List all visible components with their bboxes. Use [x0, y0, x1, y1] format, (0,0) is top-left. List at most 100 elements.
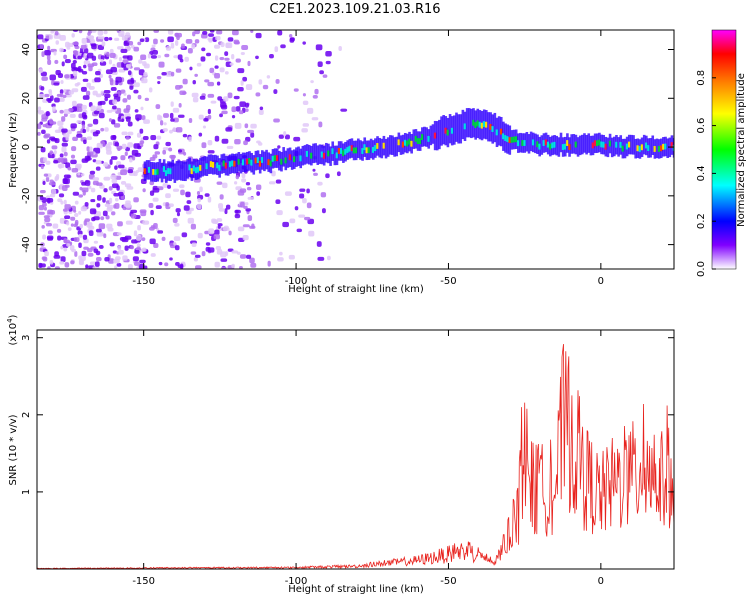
spectrogram-cell [56, 228, 62, 233]
spectrogram-cell [219, 194, 224, 200]
spectrogram-cell [164, 53, 170, 58]
spectrogram-cell [215, 245, 222, 250]
spectrogram-cell [125, 116, 131, 122]
spectrogram-cell [175, 40, 179, 46]
spectrogram-cell [589, 135, 593, 156]
spectrogram-cell [98, 245, 104, 249]
spectrogram-cell [243, 152, 247, 173]
spectrogram-cell [549, 143, 553, 150]
spectrogram-cell [95, 106, 102, 111]
spectrogram-cell [191, 92, 199, 98]
spectrogram-cell [126, 63, 131, 69]
spectrogram-cell [457, 114, 460, 144]
spectrogram-cell [578, 135, 582, 156]
spectrogram-cell [201, 156, 204, 177]
spectrogram-cell [86, 126, 90, 132]
spectrogram-cell [519, 132, 522, 153]
spectrogram-cell [138, 69, 145, 76]
spectrogram-cell [245, 108, 249, 112]
spectrogram-cell [64, 215, 71, 220]
spectrogram-cell [209, 161, 213, 168]
spectrogram-cell [76, 130, 82, 135]
spectrogram-cell [246, 158, 250, 165]
spectrogram-cell [158, 261, 163, 266]
spectrogram-cell [647, 145, 651, 151]
spectrogram-cell [177, 114, 185, 118]
spectrogram-cell [114, 142, 120, 147]
spectrogram-cell [70, 123, 77, 129]
spectrogram-cell [374, 145, 378, 151]
spectrogram-cell [177, 54, 183, 60]
spectrogram-cell [410, 140, 414, 147]
spectrogram-cell [169, 112, 174, 119]
spectrogram-cell [142, 61, 147, 67]
spectrogram-cell [255, 92, 261, 97]
spectrogram-cell [242, 76, 248, 82]
spectrogram-cell [615, 141, 619, 148]
spectrogram-cell [131, 239, 138, 244]
spectrogram-cell [303, 145, 307, 165]
spectrogram-cell [59, 109, 64, 114]
spectrogram-cell [136, 132, 142, 138]
spectrogram-cell [150, 209, 154, 216]
spectrogram-cell [214, 261, 220, 268]
spectrogram-cell [203, 156, 207, 176]
snr-x-ticks: -150 -100 -50 0 [132, 330, 604, 587]
spectrogram-cell [638, 146, 642, 152]
spectrogram-cell [97, 30, 104, 36]
spectrogram-cell [108, 118, 112, 122]
spectrogram-cell [123, 92, 127, 96]
spectrogram-cell [204, 193, 210, 197]
spectrogram-frame [36, 29, 675, 270]
spectrogram-cell [110, 174, 117, 180]
spectrogram-cell [190, 168, 194, 175]
spectrogram-cell [318, 121, 323, 128]
spectrogram-cell [175, 127, 183, 133]
spectrogram-cell [325, 142, 328, 163]
spectrogram-cell [75, 163, 82, 169]
spectrogram-cell [61, 142, 68, 147]
spectrogram-cell [666, 138, 669, 158]
spectrogram-cell [137, 225, 141, 231]
spectrogram-panel: -150 -100 -50 0 -40 -20 0 20 40 Height of strai… [8, 29, 675, 295]
spectrogram-x-tick-label: -50 [440, 276, 456, 287]
spectrogram-cell [136, 243, 141, 247]
spectrogram-cell [179, 84, 183, 89]
spectrogram-cell [61, 146, 67, 153]
spectrogram-cell [613, 136, 616, 157]
spectrogram-cell [181, 43, 185, 49]
spectrogram-cell [137, 94, 142, 100]
spectrogram-cell [133, 197, 139, 203]
spectrogram-cell [97, 36, 105, 40]
spectrogram-cell [45, 176, 50, 183]
spectrogram-cell [196, 203, 202, 210]
spectrogram-cell [208, 228, 215, 235]
spectrogram-cell [534, 133, 537, 154]
spectrogram-cell [59, 35, 66, 41]
spectrogram-cell [470, 108, 473, 139]
spectrogram-cell [306, 188, 310, 194]
spectrogram-cell [327, 150, 331, 157]
spectrogram-cell [455, 112, 458, 142]
spectrogram-cell [170, 71, 175, 77]
spectrogram-cell [480, 122, 484, 129]
spectrogram-cell [66, 45, 71, 50]
spectrogram-cell [60, 245, 64, 250]
spectrogram-cell [39, 190, 46, 194]
spectrogram-cell [280, 158, 284, 165]
spectrogram-cell [47, 198, 51, 204]
spectrogram-cell [51, 153, 55, 159]
spectrogram-cell [329, 146, 332, 166]
spectrogram-cell [244, 102, 249, 108]
spectrogram-cell [86, 146, 90, 152]
spectrogram-cell [83, 53, 87, 59]
spectrogram-cell [89, 208, 97, 215]
spectrogram-cell [127, 55, 133, 61]
spectrogram-cell [585, 134, 588, 155]
spectrogram-cell [423, 126, 426, 147]
spectrogram-cell [632, 135, 635, 155]
spectrogram-cell [284, 157, 288, 164]
spectrogram-cell [147, 53, 151, 59]
spectrogram-cell [65, 94, 72, 98]
spectrogram-cell [116, 145, 123, 150]
